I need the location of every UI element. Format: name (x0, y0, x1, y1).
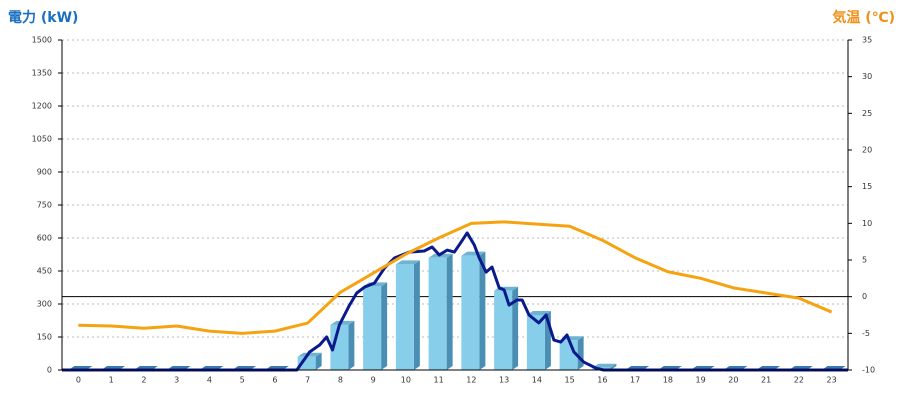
x-tick-label: 9 (371, 376, 376, 385)
x-tick-label: 2 (141, 376, 146, 385)
x-tick-label: 4 (207, 376, 212, 385)
x-tick-label: 13 (499, 376, 509, 385)
y2-tick-label: 35 (862, 36, 872, 45)
y2-tick-label: -10 (862, 366, 875, 375)
x-tick-label: 12 (466, 376, 476, 385)
x-tick-label: 14 (532, 376, 542, 385)
x-tick-label: 18 (663, 376, 673, 385)
y2-tick-label: 15 (862, 182, 872, 191)
line (78, 220, 833, 335)
y-tick-label: 750 (37, 201, 52, 210)
bar (461, 251, 486, 370)
x-tick-label: 1 (109, 376, 114, 385)
y2-tick-label: 5 (862, 256, 867, 265)
x-tick-label: 16 (597, 376, 607, 385)
x-tick-label: 19 (696, 376, 706, 385)
x-tick-label: 15 (565, 376, 575, 385)
x-tick-label: 20 (728, 376, 738, 385)
y-tick-label: 300 (37, 300, 52, 309)
bar (494, 286, 519, 370)
x-tick-label: 0 (76, 376, 81, 385)
y2-tick-label: 25 (862, 109, 872, 118)
y2-tick-label: 20 (862, 146, 872, 155)
line (62, 231, 848, 372)
y-tick-label: 0 (47, 366, 52, 375)
y-tick-label: 1200 (32, 102, 52, 111)
y-tick-label: 900 (37, 168, 52, 177)
x-tick-label: 22 (794, 376, 804, 385)
x-tick-label: 7 (305, 376, 310, 385)
x-tick-label: 11 (434, 376, 444, 385)
y2-tick-label: 10 (862, 219, 872, 228)
y-tick-label: 600 (37, 234, 52, 243)
bar (395, 260, 420, 370)
y-tick-label: 450 (37, 267, 52, 276)
x-tick-label: 5 (240, 376, 245, 385)
x-tick-label: 21 (761, 376, 771, 385)
x-tick-label: 3 (174, 376, 179, 385)
x-tick-label: 23 (827, 376, 837, 385)
x-tick-label: 10 (401, 376, 411, 385)
y-tick-label: 1500 (32, 36, 52, 45)
bar (363, 282, 388, 370)
x-tick-label: 6 (272, 376, 277, 385)
y-tick-label: 150 (37, 333, 52, 342)
y2-axis-title: 気温 (℃) (832, 9, 895, 26)
y-tick-label: 1350 (32, 69, 52, 78)
x-tick-label: 17 (630, 376, 640, 385)
y2-tick-label: 30 (862, 72, 872, 81)
x-tick-label: 8 (338, 376, 343, 385)
bar (428, 253, 453, 370)
y-axis-title: 電力 (kW) (8, 9, 78, 26)
y-tick-label: 1050 (32, 135, 52, 144)
y2-tick-label: 0 (862, 292, 867, 301)
y2-tick-label: -5 (862, 329, 870, 338)
